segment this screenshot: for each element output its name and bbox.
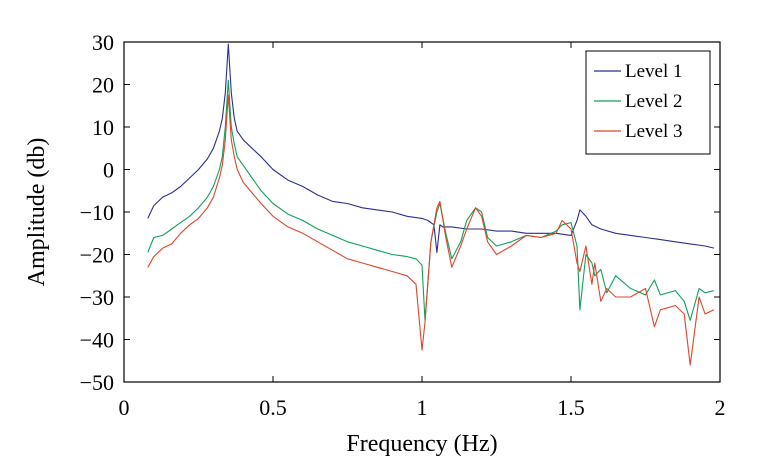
legend-box <box>585 50 711 155</box>
legend: Level 1 Level 2 Level 3 <box>585 50 711 155</box>
series-group <box>147 43 715 366</box>
y-tick-label: −20 <box>80 243 114 268</box>
y-tick-label: −40 <box>80 328 114 353</box>
x-tick-label: 2 <box>715 395 726 420</box>
x-axis-title: Frequency (Hz) <box>346 431 497 457</box>
y-tick-label: −10 <box>80 200 114 225</box>
series-line-level-2 <box>147 79 715 321</box>
y-tick-label: 30 <box>92 30 114 55</box>
legend-label-level-3: Level 3 <box>625 121 683 142</box>
y-axis: 30 20 10 0 −10 −20 −30 −40 −50 <box>80 30 720 395</box>
y-tick-label: 20 <box>92 73 114 98</box>
legend-label-level-1: Level 1 <box>625 61 683 82</box>
legend-label-level-2: Level 2 <box>625 91 683 112</box>
series-line-level-3 <box>147 94 715 366</box>
x-tick-label: 0 <box>119 395 130 420</box>
x-tick-label: 1 <box>417 395 428 420</box>
y-tick-label: −30 <box>80 285 114 310</box>
y-tick-label: 0 <box>103 158 114 183</box>
x-tick-label: 1.5 <box>557 395 585 420</box>
y-tick-label: 10 <box>92 115 114 140</box>
x-tick-label: 0.5 <box>259 395 287 420</box>
y-tick-label: −50 <box>80 370 114 395</box>
x-axis: 0 0.5 1 1.5 2 <box>119 42 726 420</box>
series-line-level-1 <box>147 43 715 253</box>
y-axis-title: Amplitude (db) <box>24 138 50 287</box>
